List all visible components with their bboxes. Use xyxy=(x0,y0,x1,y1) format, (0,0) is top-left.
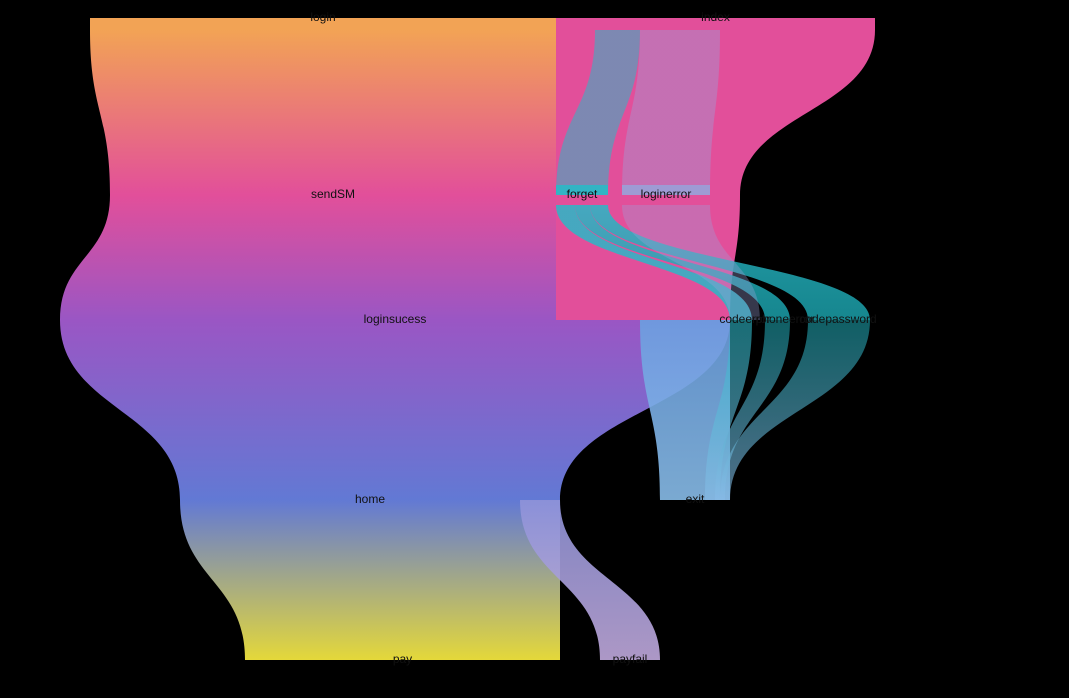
label-home-main: home xyxy=(355,492,385,506)
label-codepassword: codepassword xyxy=(799,312,876,326)
label-loginsucess-main: loginsucess xyxy=(364,312,427,326)
label-pay-main: pay xyxy=(393,652,412,666)
label-payfail: payfail xyxy=(613,652,648,666)
label-loginerror: loginerror xyxy=(641,187,692,201)
label-exit: exit xyxy=(686,492,705,506)
label-sendSM-main: sendSM xyxy=(311,187,355,201)
label-login: login xyxy=(310,10,335,24)
label-index: index xyxy=(701,10,730,24)
stream-sendSM-main[interactable] xyxy=(90,30,556,195)
label-forget: forget xyxy=(567,187,598,201)
theme-river-chart: login index sendSM forget loginerror loginsuc… xyxy=(0,0,1069,698)
